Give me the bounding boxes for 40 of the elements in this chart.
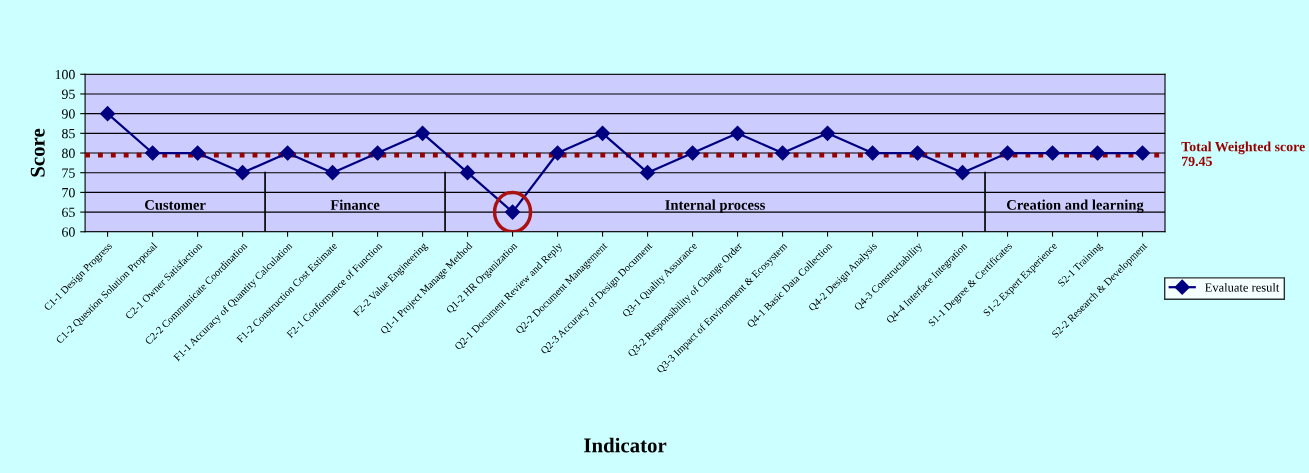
point	[594, 125, 611, 141]
point	[1089, 145, 1106, 161]
y-tick-label: 80	[62, 148, 75, 158]
y-tick-label: 75	[62, 168, 75, 178]
y-tick-label: 95	[61, 89, 75, 99]
annotation: Customer	[145, 200, 206, 210]
point	[684, 145, 701, 161]
point	[190, 145, 206, 161]
point	[549, 145, 566, 161]
y-tick-label: 60	[62, 227, 75, 237]
point	[729, 125, 746, 141]
legend-label: Evaluate result	[1205, 282, 1280, 292]
point	[235, 165, 251, 181]
y-axis-title: Score	[30, 128, 45, 177]
point	[639, 165, 656, 181]
annotation: Creation and learning	[1006, 199, 1144, 213]
y-tick-label: 65	[62, 207, 75, 218]
point	[459, 165, 476, 181]
point	[774, 145, 791, 161]
point	[954, 165, 971, 181]
point	[324, 165, 341, 181]
y-tick-label: 100	[55, 69, 75, 80]
point	[369, 145, 386, 161]
point	[819, 125, 836, 141]
point	[100, 106, 116, 122]
point	[909, 145, 926, 161]
point	[1134, 145, 1151, 161]
point	[280, 145, 296, 161]
annotation: Internal process	[665, 199, 765, 213]
y-tick-label: 90	[61, 109, 75, 119]
point	[414, 125, 431, 141]
x-axis-title: Indicator	[584, 437, 667, 453]
point	[864, 145, 881, 161]
point	[145, 145, 161, 161]
y-tick-label: 70	[62, 187, 75, 198]
point	[999, 145, 1016, 161]
point	[1044, 145, 1061, 161]
y-tick-label: 85	[62, 128, 75, 139]
ref-line-label: Total Weighted score 79.45	[1181, 141, 1305, 167]
annotation: Finance	[330, 199, 380, 210]
